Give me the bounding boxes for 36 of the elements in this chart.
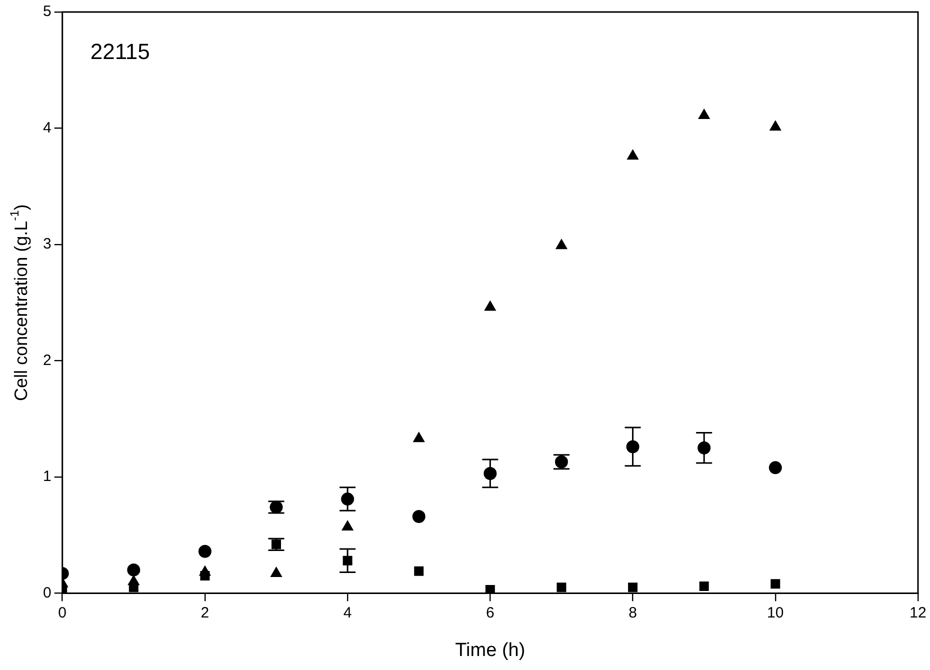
point (128, 575, 140, 586)
point (485, 584, 495, 594)
x-tick-label: 12 (910, 604, 926, 622)
point (768, 461, 782, 474)
y-tick-label: 5 (43, 3, 52, 20)
point (770, 120, 782, 131)
point (556, 582, 566, 592)
x-tick-label: 0 (58, 604, 67, 622)
x-tick-label: 8 (628, 604, 637, 622)
y-tick-label: 3 (43, 236, 52, 253)
point (414, 566, 424, 576)
point (556, 239, 568, 250)
y-tick-label: 0 (43, 584, 52, 602)
point (199, 566, 211, 576)
point (342, 520, 354, 530)
point (698, 108, 710, 119)
point (270, 566, 282, 577)
y-axis-title: Cell concentration (g.L-1) (7, 204, 31, 401)
point (770, 579, 780, 589)
x-tick-label: 2 (200, 604, 210, 622)
x-tick-label: 4 (343, 604, 352, 622)
point (413, 432, 425, 442)
point (412, 510, 426, 523)
annotation: 22115 (90, 39, 150, 64)
y-tick-label: 2 (43, 352, 52, 369)
y-tick-label: 4 (43, 119, 52, 136)
point (627, 150, 638, 160)
x-tick-label: 6 (486, 604, 494, 622)
x-axis-title: Time (h) (455, 640, 526, 661)
point (484, 300, 496, 311)
point (628, 582, 638, 592)
point (127, 563, 140, 576)
y-tick-label: 1 (43, 468, 52, 486)
x-tick-label: 10 (767, 604, 784, 622)
point (198, 544, 212, 558)
point (699, 581, 709, 591)
